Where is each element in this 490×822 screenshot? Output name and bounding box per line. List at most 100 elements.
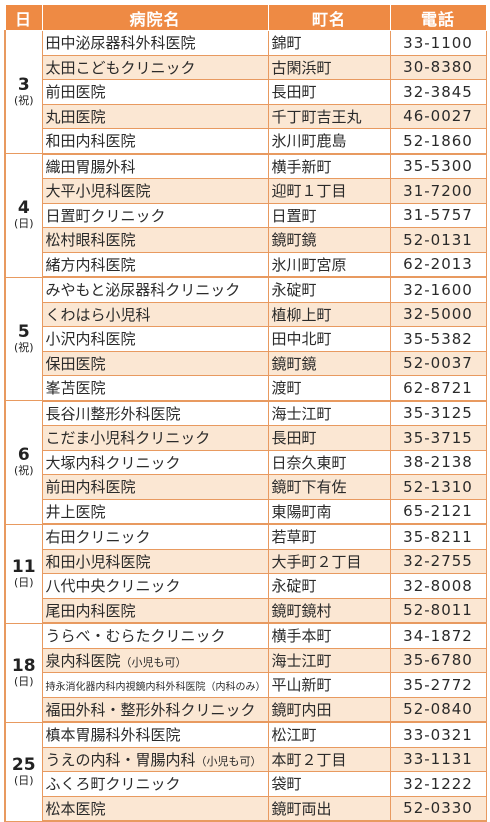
day-cell: 25 (日) (4, 721, 43, 822)
town-cell: 古閑浜町 (267, 54, 391, 80)
hospital-name: 織田胃腸外科 (45, 157, 136, 176)
phone-cell: 32-8008 (389, 573, 487, 599)
town-cell: 渡町 (267, 375, 391, 402)
hospital-name: くわはら小児科 (45, 305, 151, 324)
phone-cell: 33-1131 (389, 746, 487, 772)
hospital-name: 福田外科・整形外科クリニック (45, 700, 256, 719)
table-row: ふくろ町クリニック 袋町 32-1222 (5, 771, 487, 797)
table-row: 福田外科・整形外科クリニック 鏡町内田 52-0840 (5, 696, 487, 723)
table-row: 前田内科医院 鏡町下有佐 52-1310 (5, 474, 487, 500)
phone-cell: 33-1100 (389, 30, 487, 56)
hospital-note: （小児も可） (195, 754, 262, 768)
hospital-name-cell: 松本医院 (41, 795, 269, 822)
hospital-name-cell: 八代中央クリニック (41, 573, 269, 599)
day-number: 18 (11, 655, 36, 676)
hospital-name-cell: 太田こどもクリニック (41, 54, 269, 80)
town-cell: 植柳上町 (267, 301, 391, 327)
day-weekday: (日) (13, 575, 34, 589)
town-cell: 迎町１丁目 (267, 178, 391, 204)
hospital-name-cell: 井上医院 (41, 498, 269, 525)
town-cell: 千丁町吉王丸 (267, 103, 391, 129)
table-row: 前田医院 長田町 32-3845 (5, 79, 487, 105)
table-row: 小沢内科医院 田中北町 35-5382 (5, 326, 487, 352)
table-header-row: 日 病院名 町名 電話 (4, 4, 487, 31)
hospital-name: 右田クリニック (45, 528, 151, 547)
hospital-name-cell: 松村眼科医院 (41, 227, 269, 253)
hospital-name: 八代中央クリニック (45, 577, 181, 596)
hospital-name-cell: 丸田医院 (41, 103, 269, 129)
day-number: 25 (11, 754, 36, 775)
table-row: 太田こどもクリニック 古閑浜町 30-8380 (5, 54, 487, 80)
town-cell: 永碇町 (267, 573, 391, 599)
hospital-name-cell: 田中泌尿器科外科医院 (41, 30, 269, 56)
hospital-name-cell: うえの内科・胃腸内科（小児も可） (41, 746, 269, 772)
hospital-name-cell: 小沢内科医院 (41, 326, 269, 352)
day-number: 3 (17, 75, 30, 95)
hospital-name: 尾田内科医院 (45, 601, 136, 620)
holiday-clinic-table: 日 病院名 町名 電話 3 (祝) 田中泌尿器科外科医院 錦町 33-1100 太田こども… (4, 4, 487, 822)
hospital-name-cell: 保田医院 (41, 350, 269, 376)
table-row: くわはら小児科 植柳上町 32-5000 (5, 301, 487, 327)
hospital-name: ふくろ町クリニック (45, 775, 181, 794)
table-row: 大平小児科医院 迎町１丁目 31-7200 (5, 178, 487, 204)
day-cell: 3 (祝) (4, 30, 43, 154)
hospital-name-cell: ふくろ町クリニック (41, 771, 269, 797)
hospital-note: （内科のみ） (205, 681, 266, 693)
hospital-name-cell: 大塚内科クリニック (41, 449, 269, 475)
hospital-name: 井上医院 (45, 502, 106, 521)
hospital-name-cell: 槙本胃腸科外科医院 (41, 721, 269, 748)
phone-cell: 32-3845 (389, 79, 487, 105)
day-number: 11 (11, 556, 36, 577)
phone-cell: 35-8211 (389, 523, 487, 550)
town-cell: 鏡町鏡 (267, 227, 391, 253)
phone-cell: 52-0330 (389, 795, 487, 822)
table-row: 日置町クリニック 日置町 31-5757 (5, 202, 487, 228)
phone-cell: 30-8380 (389, 54, 487, 80)
hospital-name: 田中泌尿器科外科医院 (45, 34, 196, 53)
holiday-clinic-table-container: 日 病院名 町名 電話 3 (祝) 田中泌尿器科外科医院 錦町 33-1100 太田こども… (4, 4, 487, 822)
hospital-name: うえの内科・胃腸内科 (45, 750, 196, 769)
phone-cell: 34-1872 (389, 622, 487, 649)
hospital-name: 保田医院 (45, 354, 106, 373)
hospital-name-cell: くわはら小児科 (41, 301, 269, 327)
hospital-name-cell: 織田胃腸外科 (41, 153, 269, 179)
hospital-name-cell: 緒方内科医院 (41, 251, 269, 278)
table-row: 3 (祝) 田中泌尿器科外科医院 錦町 33-1100 (4, 30, 487, 154)
hospital-name: 緒方内科医院 (45, 255, 136, 274)
table-row: 松村眼科医院 鏡町鏡 52-0131 (5, 227, 487, 253)
hospital-name: 大平小児科医院 (45, 182, 151, 201)
hospital-name-cell: 尾田内科医院 (41, 597, 269, 624)
hospital-name: みやもと泌尿器科クリニック (45, 281, 241, 300)
hospital-name: 太田こどもクリニック (45, 58, 196, 77)
phone-cell: 65-2121 (389, 498, 487, 525)
phone-cell: 35-2772 (389, 672, 487, 698)
phone-cell: 33-0321 (389, 721, 487, 748)
town-cell: 氷川町鹿島 (267, 128, 391, 155)
hospital-name-cell: うらべ・むらたクリニック (41, 622, 269, 649)
header-town: 町名 (267, 4, 391, 31)
hospital-name: 小沢内科医院 (45, 330, 136, 349)
hospital-name-cell: 大平小児科医院 (41, 178, 269, 204)
phone-cell: 52-1310 (389, 474, 487, 500)
town-cell: 大手町２丁目 (267, 548, 391, 574)
town-cell: 海士江町 (267, 647, 391, 673)
phone-cell: 35-3125 (389, 400, 487, 426)
table-row: 11 (日) 右田クリニック 若草町 35-8211 (4, 523, 487, 624)
table-row: 緒方内科医院 氷川町宮原 62-2013 (5, 251, 487, 278)
hospital-name-cell: 福田外科・整形外科クリニック (41, 696, 269, 723)
header-day: 日 (4, 4, 43, 31)
town-cell: 田中北町 (267, 326, 391, 352)
town-cell: 鏡町下有佐 (267, 474, 391, 500)
phone-cell: 46-0027 (389, 103, 487, 129)
hospital-name-cell: 長谷川整形外科医院 (41, 400, 269, 426)
table-row: 和田内科医院 氷川町鹿島 52-1860 (5, 128, 487, 155)
town-cell: 東陽町南 (267, 498, 391, 525)
table-row: 保田医院 鏡町鏡 52-0037 (5, 350, 487, 376)
phone-cell: 35-6780 (389, 647, 487, 673)
table-row: 18 (日) うらべ・むらたクリニック 横手本町 34-1872 (4, 622, 487, 723)
hospital-name-cell: 和田内科医院 (41, 128, 269, 155)
table-row: 丸田医院 千丁町吉王丸 46-0027 (5, 103, 487, 129)
hospital-name-cell: 泉内科医院（小児も可） (41, 647, 269, 673)
town-cell: 本町２丁目 (267, 746, 391, 772)
phone-cell: 35-5300 (389, 153, 487, 179)
